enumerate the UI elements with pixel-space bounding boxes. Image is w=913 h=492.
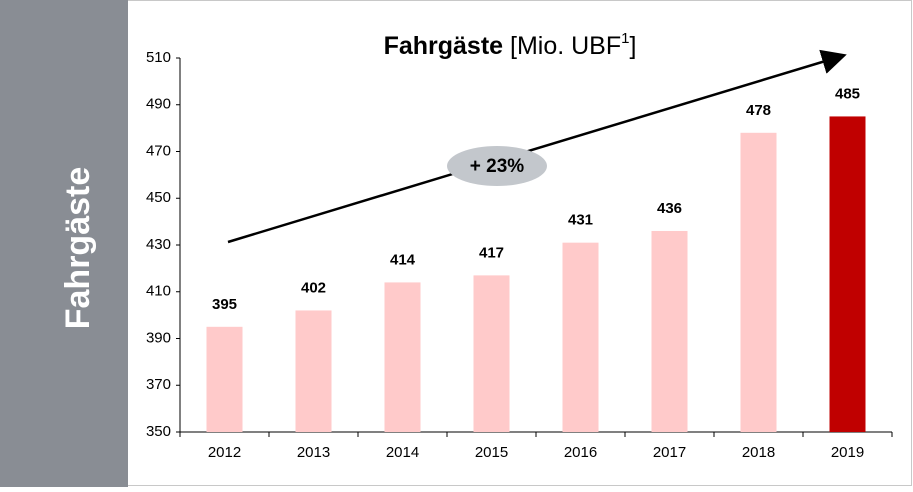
annotation-bubble (447, 146, 547, 186)
bar (740, 132, 777, 433)
title-text: [Mio. UBF (510, 32, 621, 60)
value-label: 436 (657, 200, 682, 217)
y-tick-label: 370 (146, 376, 171, 393)
y-tick-label: 390 (146, 329, 171, 346)
bar (829, 116, 866, 432)
y-tick-label: 410 (146, 283, 171, 300)
x-tick-label: 2013 (297, 444, 330, 461)
trend-arrow (227, 49, 847, 244)
value-label: 402 (301, 279, 326, 296)
side-panel (0, 0, 128, 487)
value-label: 431 (568, 212, 593, 229)
value-label: 485 (835, 85, 860, 102)
bar (295, 310, 332, 432)
title-sup: 1 (621, 30, 629, 47)
y-tick-label: 470 (146, 142, 171, 159)
x-tick-label: 2017 (653, 444, 686, 461)
x-tick-label: 2018 (742, 444, 775, 461)
side-label: Fahrgäste (59, 167, 97, 330)
bar (562, 242, 599, 432)
y-tick-label: 510 (146, 49, 171, 66)
bar (384, 282, 421, 432)
bar (473, 275, 510, 432)
title-bold: Fahrgäste (384, 32, 504, 60)
title-close: ] (629, 32, 636, 60)
x-tick-label: 2012 (208, 444, 241, 461)
x-tick-label: 2014 (386, 444, 419, 461)
x-tick-label: 2016 (564, 444, 597, 461)
y-tick-label: 450 (146, 189, 171, 206)
y-tick-label: 430 (146, 236, 171, 253)
y-tick-label: 350 (146, 423, 171, 440)
bar (651, 230, 688, 432)
bar (206, 326, 243, 432)
value-label: 478 (746, 102, 771, 119)
chart-title: Fahrgäste [Mio. UBF1] (384, 30, 637, 60)
value-label: 395 (212, 296, 237, 313)
value-label: 414 (390, 251, 416, 268)
annotation: + 23% (470, 156, 525, 177)
y-tick-label: 490 (146, 96, 171, 113)
x-tick-label: 2015 (475, 444, 508, 461)
x-tick-label: 2019 (831, 444, 864, 461)
value-label: 417 (479, 244, 504, 261)
